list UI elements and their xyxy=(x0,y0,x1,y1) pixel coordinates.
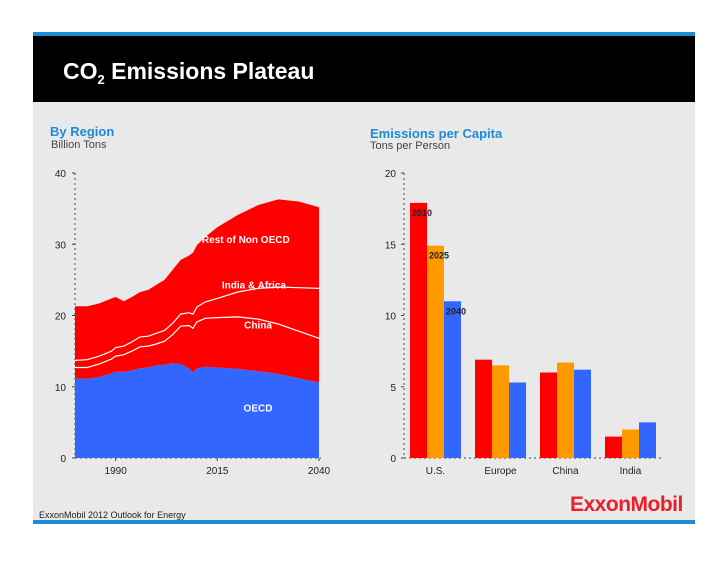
x-tick-label: 2040 xyxy=(308,466,331,477)
x-tick-label: 1990 xyxy=(105,466,128,477)
y-tick-label: 20 xyxy=(55,312,67,323)
x-tick-label: India xyxy=(620,466,642,477)
area-series-india-africa xyxy=(75,287,319,368)
exxonmobil-logo: ExxonMobil xyxy=(570,493,683,516)
area-series-oecd xyxy=(75,363,319,458)
area-series-china xyxy=(75,316,319,383)
area-series-rest-non-oecd xyxy=(75,199,319,361)
bar-2025-europe xyxy=(492,365,509,458)
bar-2010-china xyxy=(540,372,557,458)
x-tick-label: China xyxy=(552,466,579,477)
bar-2025-china xyxy=(557,362,574,458)
x-tick-label: Europe xyxy=(484,466,517,477)
right-chart-title: Emissions per Capita xyxy=(370,126,503,141)
bar-2010-europe xyxy=(475,359,492,458)
bar-2025-india xyxy=(622,429,639,458)
bar-2025-us xyxy=(427,245,444,458)
y-tick-label: 5 xyxy=(390,383,396,394)
area-separator-line xyxy=(75,316,320,369)
footer-source: ExxonMobil 2012 Outlook for Energy xyxy=(39,510,186,520)
area-label: OECD xyxy=(244,404,273,415)
area-separator-line xyxy=(74,286,320,361)
y-tick-label: 30 xyxy=(55,240,67,251)
page-title: CO2 Emissions Plateau xyxy=(63,58,315,87)
left-chart-title: By Region xyxy=(50,124,115,139)
right-chart-subtitle: Tons per Person xyxy=(370,140,451,152)
x-tick-label: U.S. xyxy=(426,466,445,477)
bar-2040-india xyxy=(639,422,656,458)
bar-year-label: 2010 xyxy=(412,208,432,218)
region-area-chart: 0 10 20 30 40 1990 2015 2040 Rest of Non OECD Ind… xyxy=(55,169,331,477)
y-tick-label: 20 xyxy=(385,169,397,180)
title-bar: CO2 Emissions Plateau xyxy=(33,36,695,102)
y-tick-label: 0 xyxy=(60,454,66,465)
bottom-accent-rule xyxy=(33,520,695,524)
area-label: India & Africa xyxy=(222,280,287,291)
bar-year-label: 2040 xyxy=(446,306,466,316)
x-tick-label: 2015 xyxy=(206,466,229,477)
y-tick-label: 40 xyxy=(55,169,67,180)
y-tick-label: 0 xyxy=(390,454,396,465)
area-label: China xyxy=(244,320,272,331)
bar-2010-india xyxy=(605,436,622,458)
chart-panel: By Region Billion Tons Emissions per Cap… xyxy=(33,102,695,520)
left-chart-subtitle: Billion Tons xyxy=(51,139,107,151)
area-label: Rest of Non OECD xyxy=(202,235,290,246)
top-accent-rule xyxy=(33,32,695,36)
y-tick-label: 10 xyxy=(385,312,397,323)
per-capita-bar-chart: 0 5 10 15 20 U.S. Europe China India 2010 2025 2040 xyxy=(385,169,662,477)
bar-2010-us xyxy=(410,202,427,458)
bar-2040-us xyxy=(444,301,461,458)
bar-2040-europe xyxy=(509,382,526,458)
bar-2040-china xyxy=(574,369,591,458)
bar-year-label: 2025 xyxy=(429,251,449,261)
y-tick-label: 10 xyxy=(55,383,67,394)
y-tick-label: 15 xyxy=(385,240,397,251)
